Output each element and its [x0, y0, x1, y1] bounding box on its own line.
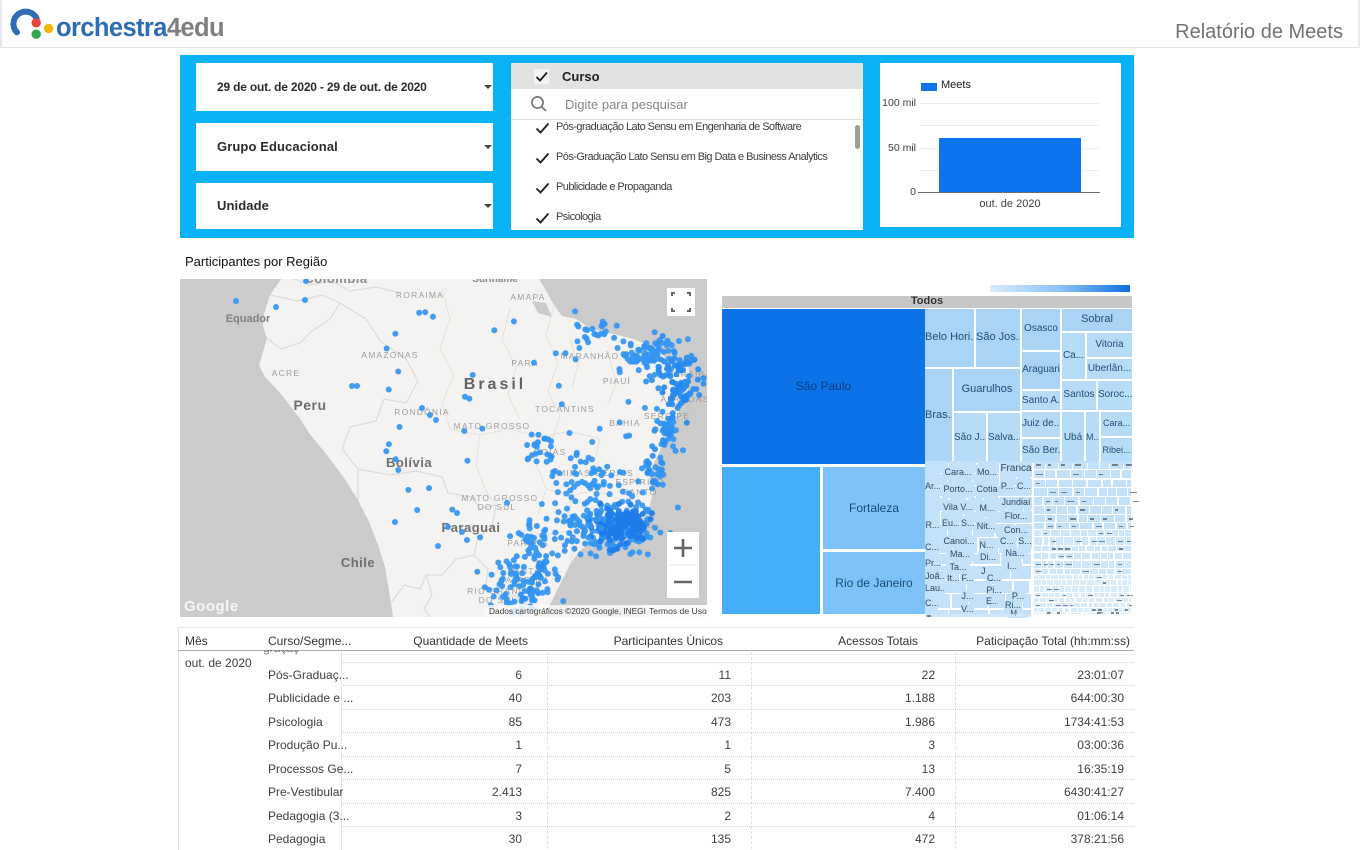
svg-text:SERGIPE: SERGIPE: [644, 411, 690, 421]
svg-text:Dados cartográficos ©2020 Goog: Dados cartográficos ©2020 Google, INEGI: [489, 606, 646, 616]
svg-text:PIAUÍ: PIAUÍ: [603, 376, 631, 386]
svg-text:Peru: Peru: [293, 397, 326, 413]
svg-text:RORAIMA: RORAIMA: [396, 290, 444, 300]
svg-text:Google: Google: [184, 598, 239, 615]
svg-text:MATO GROSSO: MATO GROSSO: [454, 421, 531, 431]
svg-text:BAHIA: BAHIA: [609, 418, 641, 428]
svg-text:Suriname: Suriname: [472, 279, 518, 285]
svg-text:DO SUL: DO SUL: [479, 595, 518, 605]
svg-text:GOIÁS: GOIÁS: [534, 447, 567, 457]
svg-text:MARANHÃO: MARANHÃO: [561, 351, 620, 361]
svg-text:PARÁ: PARÁ: [511, 358, 538, 368]
svg-text:RIO GRANDE: RIO GRANDE: [467, 586, 533, 596]
svg-text:AMAPA: AMAPA: [510, 292, 545, 302]
svg-text:DO SUL: DO SUL: [478, 502, 517, 512]
svg-text:Brasil: Brasil: [464, 376, 526, 393]
svg-text:AMAZONAS: AMAZONAS: [361, 350, 418, 360]
svg-text:Termos de Uso: Termos de Uso: [649, 606, 707, 616]
svg-text:SANTO: SANTO: [622, 487, 657, 497]
svg-text:orchestra4edu: orchestra4edu: [56, 14, 224, 42]
svg-text:Chile: Chile: [341, 555, 375, 570]
svg-text:Equador: Equador: [226, 313, 271, 325]
svg-text:RONDÔNIA: RONDÔNIA: [394, 407, 449, 417]
svg-text:Bolívia: Bolívia: [386, 455, 432, 470]
svg-text:TOCANTINS: TOCANTINS: [535, 404, 595, 414]
svg-text:Colombia: Colombia: [304, 279, 367, 286]
svg-text:ACRE: ACRE: [272, 368, 300, 378]
svg-text:MATO GROSSO: MATO GROSSO: [462, 493, 539, 503]
svg-text:Paraguai: Paraguai: [442, 520, 501, 535]
